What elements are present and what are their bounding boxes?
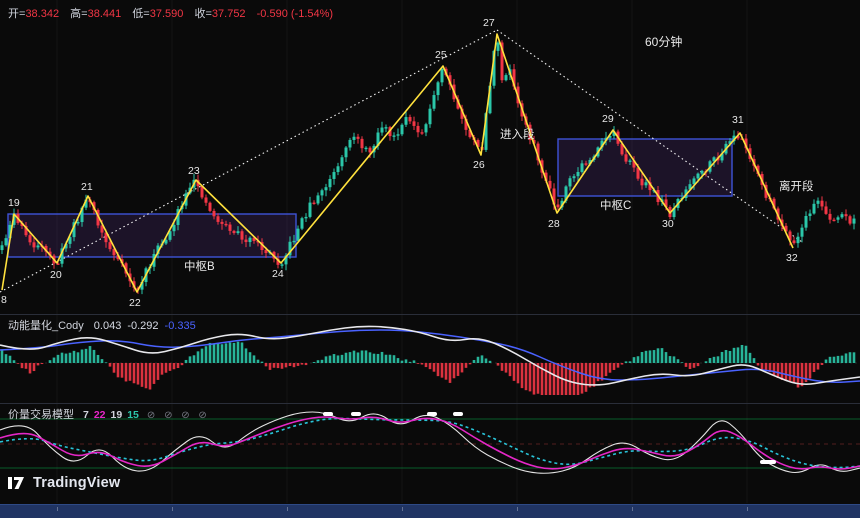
svg-text:中枢B: 中枢B [184,259,215,273]
svg-text:8: 8 [1,294,7,306]
svg-text:23: 23 [188,165,200,177]
svg-text:离开段: 离开段 [779,179,814,193]
ohlc-close-value: 37.752 [211,8,246,20]
svg-text:21: 21 [81,181,93,193]
momentum-value: -0.292 [127,320,159,332]
ohlc-legend: 开=38.342 高=38.441 低=37.590 收=37.752 -0.5… [8,5,333,21]
time-axis-tick [747,507,748,511]
svg-text:27: 27 [483,17,495,29]
timeframe-label: 60分钟 [645,35,683,49]
ohlc-close-label: 收= [194,8,212,20]
svg-text:进入段: 进入段 [500,127,535,141]
time-axis[interactable] [0,504,860,518]
momentum-indicator-title[interactable]: 动能量化_Cody [8,320,84,332]
momentum-value: 0.043 [93,320,122,332]
momentum-legend: 动能量化_Cody 0.043 -0.292 -0.335 [8,317,196,333]
svg-text:25: 25 [435,49,447,61]
svg-text:31: 31 [732,114,744,126]
pv-param-value: 7 [83,409,89,421]
time-axis-tick [287,507,288,511]
svg-text:32: 32 [786,252,798,264]
ohlc-high-value: 38.441 [87,8,122,20]
time-axis-tick [402,507,403,511]
tradingview-logo-text: TradingView [33,475,121,491]
pv-legend-disabled-icons[interactable]: ⊘ ⊘ ⊘ ⊘ [146,410,210,421]
svg-text:20: 20 [50,269,62,281]
pv-param-value: 22 [93,409,106,421]
ohlc-low-value: 37.590 [149,8,184,20]
pv-param-value: 15 [127,409,139,421]
ohlc-low-label: 低= [132,8,150,20]
ohlc-high-label: 高= [70,8,88,20]
momentum-legend-values: 0.043 -0.292 -0.335 [88,320,196,332]
pv-legend: 价量交易模型 7 22 19 15 ⊘ ⊘ ⊘ ⊘ [8,406,210,422]
svg-text:29: 29 [602,113,614,125]
time-axis-tick [517,507,518,511]
ohlc-open-value: 38.342 [25,8,60,20]
svg-text:24: 24 [272,268,284,280]
svg-text:中枢C: 中枢C [600,198,631,212]
svg-text:30: 30 [662,218,674,230]
svg-text:26: 26 [473,159,485,171]
tradingview-logo[interactable]: TradingView [8,475,120,491]
pv-param-value: 19 [110,409,123,421]
time-axis-tick [57,507,58,511]
svg-text:22: 22 [129,297,141,309]
ohlc-open-label: 开= [8,8,26,20]
ohlc-change: -0.590 (-1.54%) [256,8,334,20]
time-axis-tick [632,507,633,511]
pv-indicator-title[interactable]: 价量交易模型 [8,409,74,421]
pv-legend-params: 7 22 19 15 [78,409,139,421]
tradingview-logo-icon [8,477,24,489]
momentum-value: -0.335 [164,320,196,332]
time-axis-tick [172,507,173,511]
svg-text:28: 28 [548,218,560,230]
svg-text:19: 19 [8,197,20,209]
